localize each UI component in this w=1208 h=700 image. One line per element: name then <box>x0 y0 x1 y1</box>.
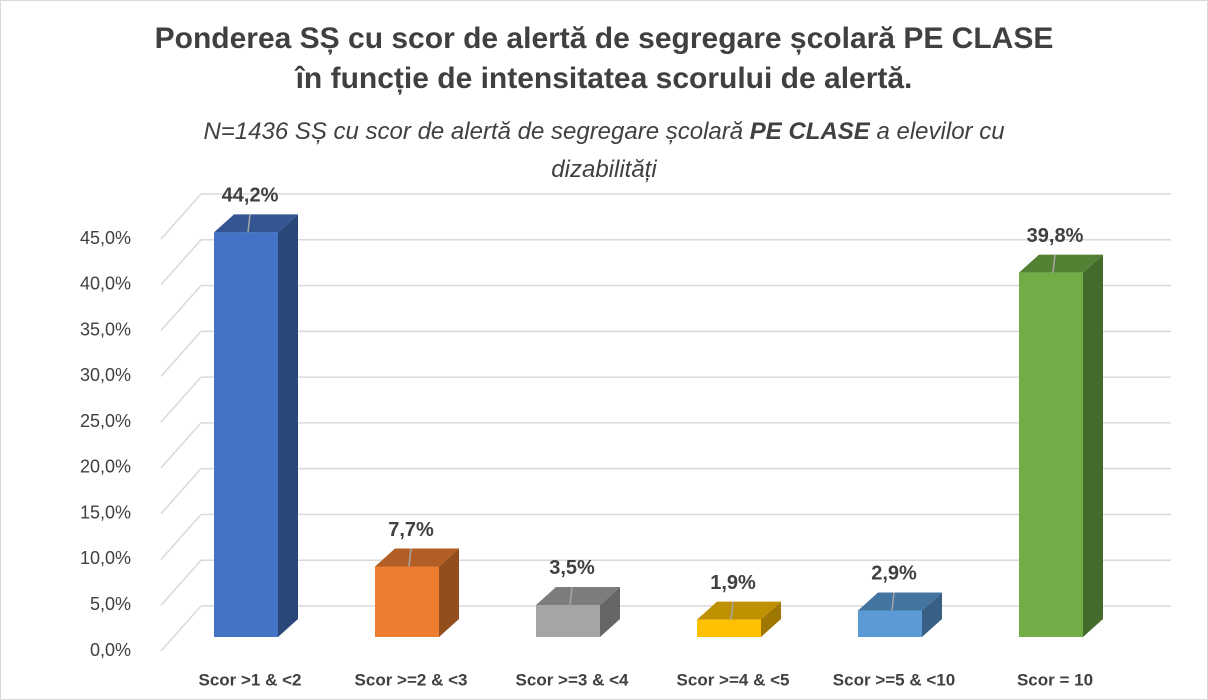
grid-diagonal <box>160 605 202 652</box>
grid-diagonal <box>160 468 202 515</box>
x-tick-label: Scor >=3 & <4 <box>516 670 629 689</box>
grid-diagonal <box>160 376 202 423</box>
y-tick-label: 20,0% <box>80 457 131 477</box>
y-tick-label: 35,0% <box>80 319 131 339</box>
label-leader <box>891 592 895 611</box>
value-label: 7,7% <box>388 519 434 541</box>
bar-top <box>858 592 942 611</box>
y-tick-label: 5,0% <box>90 594 131 614</box>
subtitle-part: N=1436 SȘ cu scor de alertă de segregare… <box>203 118 750 145</box>
value-label: 1,9% <box>710 572 756 594</box>
y-tick-label: 0,0% <box>90 640 131 660</box>
label-leader <box>408 548 412 567</box>
bar-top <box>1019 254 1103 273</box>
y-tick-label: 30,0% <box>80 365 131 385</box>
x-tick-label: Scor = 10 <box>1017 670 1093 689</box>
y-tick-label: 10,0% <box>80 548 131 568</box>
y-tick-label: 25,0% <box>80 411 131 431</box>
y-tick-label: 40,0% <box>80 274 131 294</box>
y-tick-label: 15,0% <box>80 502 131 522</box>
bar <box>536 604 600 637</box>
value-label: 3,5% <box>549 557 595 579</box>
bar-top <box>375 548 459 567</box>
grid-diagonal <box>160 285 202 332</box>
chart-title: Ponderea SȘ cu scor de alertă de segrega… <box>1 19 1207 99</box>
label-leader <box>247 214 251 233</box>
bar-side <box>922 592 942 637</box>
label-leader <box>730 601 734 620</box>
grid-diagonal <box>160 330 202 377</box>
grid-diagonal <box>160 513 202 560</box>
grid-diagonal <box>160 422 202 469</box>
bar <box>214 232 278 637</box>
bar-side <box>761 601 781 637</box>
chart-subtitle: N=1436 SȘ cu scor de alertă de segregare… <box>201 113 1007 189</box>
label-leader <box>1052 254 1056 273</box>
bar-top <box>214 214 298 233</box>
value-label: 39,8% <box>1027 225 1084 247</box>
label-leader <box>569 586 573 606</box>
bar <box>858 610 922 637</box>
x-tick-label: Scor >=5 & <10 <box>833 670 955 689</box>
bar-side <box>439 548 459 637</box>
x-tick-label: Scor >=4 & <5 <box>677 670 790 689</box>
x-tick-label: Scor >1 & <2 <box>198 670 301 689</box>
bar <box>697 619 761 637</box>
title-line: Ponderea SȘ cu scor de alertă de segrega… <box>154 22 1054 55</box>
bar-side <box>278 214 298 637</box>
grid-diagonal <box>160 239 202 286</box>
grid-diagonal <box>160 559 202 606</box>
bar <box>1019 272 1083 637</box>
subtitle-bold: PE CLASE <box>749 118 870 145</box>
bar-top <box>536 586 620 605</box>
bar-top <box>697 601 781 620</box>
x-tick-label: Scor >=2 & <3 <box>355 670 468 689</box>
title-line: în funcție de intensitatea scorului de a… <box>295 62 913 95</box>
subtitle-part: a elevilor cu dizabilități <box>551 118 1005 183</box>
grid-diagonal <box>160 193 202 240</box>
bar-side <box>600 586 620 637</box>
bar-side <box>1083 254 1103 637</box>
bar <box>375 566 439 637</box>
value-label: 2,9% <box>871 563 917 585</box>
value-label: 44,2% <box>222 185 279 207</box>
y-tick-label: 45,0% <box>80 228 131 248</box>
